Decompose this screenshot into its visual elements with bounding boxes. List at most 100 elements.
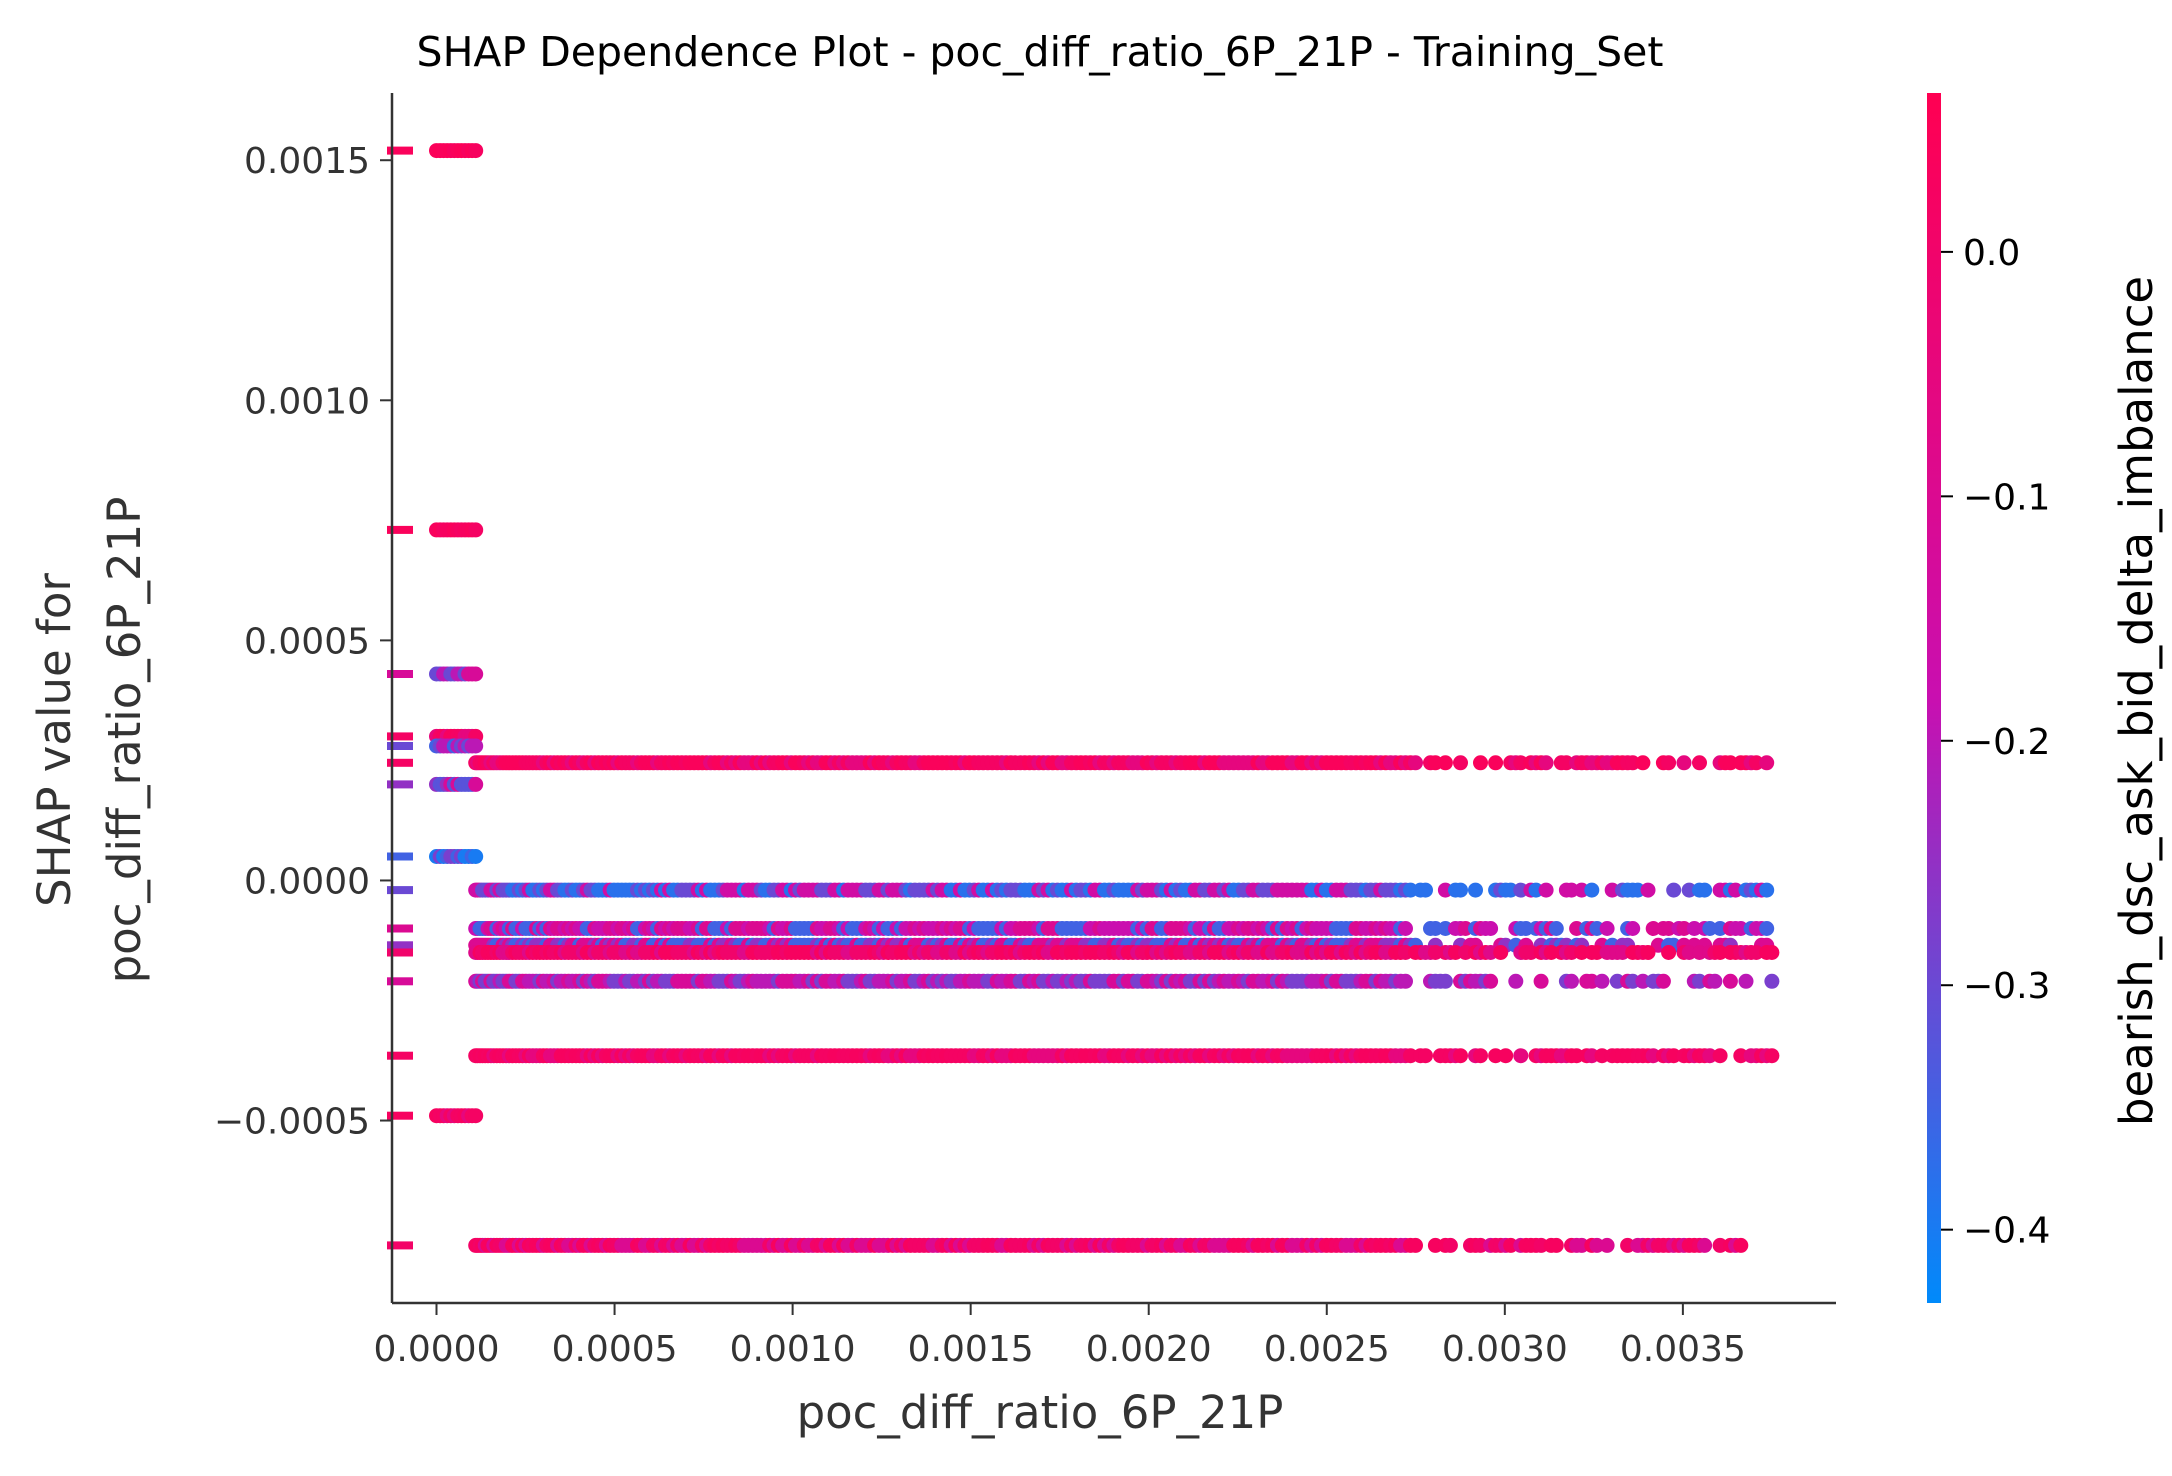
y-tick-label: −0.0005: [214, 1102, 370, 1143]
data-point: [1681, 882, 1697, 898]
x-tick-label: 0.0005: [552, 1329, 678, 1370]
rug-mark: [387, 146, 413, 155]
data-point: [1437, 973, 1453, 989]
y-axis-label-line-1: SHAP value for: [28, 573, 81, 907]
colorbar-tick-label: −0.1: [1963, 477, 2050, 518]
x-tick-label: 0.0035: [1620, 1329, 1746, 1370]
data-point: [1599, 921, 1615, 936]
rug-mark: [387, 886, 413, 895]
plot-axes: 0.0000 0.0005 0.0010 0.0015 0.0020 0.0025 0.00…: [214, 93, 1836, 1370]
data-point: [1712, 1048, 1728, 1064]
rug-mark: [387, 1111, 413, 1120]
y-tick-label: 0.0015: [244, 141, 370, 182]
data-point: [1733, 1237, 1749, 1253]
data-point: [1508, 973, 1524, 989]
data-point: [1483, 973, 1499, 989]
data-point: [1764, 945, 1780, 960]
data-point: [1681, 945, 1697, 960]
data-point: [1418, 1048, 1433, 1064]
y-tick-label: 0.0010: [244, 381, 370, 422]
data-point: [1473, 1048, 1488, 1064]
data-point: [1748, 755, 1764, 771]
data-point: [1493, 945, 1509, 960]
data-point: [1408, 1237, 1423, 1253]
data-point: [1640, 882, 1656, 898]
data-point: [1453, 755, 1468, 771]
data-point: [1738, 973, 1754, 989]
data-point: [1733, 921, 1749, 936]
data-point: [1697, 1237, 1713, 1253]
data-point: [1722, 755, 1738, 771]
data-point: [1712, 945, 1728, 960]
rug-mark: [387, 742, 413, 750]
colorbar-tick-label: −0.3: [1963, 966, 2050, 1007]
data-point: [1538, 755, 1554, 771]
data-point: [1702, 921, 1718, 936]
data-point: [1408, 755, 1423, 771]
data-point: [1707, 973, 1723, 989]
data-point: [1625, 921, 1641, 936]
data-point: [1697, 882, 1713, 898]
data-point: [1498, 1048, 1514, 1064]
data-point: [1764, 973, 1780, 989]
data-point: [1661, 945, 1677, 960]
x-tick-label: 0.0030: [1442, 1329, 1568, 1370]
data-point: [1473, 755, 1488, 771]
colorbar-tick-label: −0.2: [1963, 722, 2050, 763]
data-point: [1548, 921, 1564, 936]
rug-mark: [387, 924, 413, 933]
data-point: [1533, 973, 1549, 989]
data-point: [1468, 882, 1483, 898]
data-point: [1609, 973, 1625, 989]
data-point: [1712, 1237, 1728, 1253]
rug-mark: [387, 948, 413, 957]
data-point: [1635, 755, 1651, 771]
data-point: [1764, 1048, 1780, 1064]
data-point: [1538, 882, 1554, 898]
data-point: [468, 738, 484, 754]
data-point: [1759, 755, 1775, 771]
data-point: [468, 143, 484, 159]
data-point: [1564, 973, 1579, 989]
data-point: [1640, 945, 1656, 960]
data-point: [1661, 755, 1677, 771]
y-tick-label: 0.0005: [244, 621, 370, 662]
data-point: [1548, 1237, 1564, 1253]
data-point: [468, 776, 484, 792]
data-point: [1692, 945, 1707, 960]
chart-title: SHAP Dependence Plot - poc_diff_ratio_6P…: [417, 28, 1664, 76]
data-point: [1686, 921, 1702, 936]
colorbar-tick-label: −0.4: [1963, 1211, 2050, 1252]
scatter-points: [387, 143, 1780, 1253]
data-point: [1722, 973, 1738, 989]
data-point: [1666, 882, 1682, 898]
rug-mark: [387, 670, 413, 678]
data-point: [1692, 755, 1707, 771]
x-tick-label: 0.0010: [730, 1329, 856, 1370]
data-point: [1418, 882, 1433, 898]
data-point: [1513, 1048, 1529, 1064]
rug-mark: [387, 780, 413, 789]
colorbar: 0.0 −0.1 −0.2 −0.3 −0.4: [1927, 93, 2050, 1303]
colorbar-tick-label: 0.0: [1963, 233, 2020, 274]
data-point: [1655, 973, 1671, 989]
data-point: [468, 1108, 484, 1124]
rug-mark: [387, 1051, 413, 1060]
x-tick-label: 0.0000: [374, 1329, 500, 1370]
data-point: [1398, 973, 1413, 989]
data-point: [1666, 1048, 1682, 1064]
rug-mark: [387, 732, 413, 741]
data-point: [1676, 921, 1692, 936]
data-point: [1483, 921, 1499, 936]
rug-mark: [387, 977, 413, 986]
data-point: [1604, 882, 1620, 898]
data-point: [1453, 882, 1468, 898]
colorbar-gradient: [1927, 93, 1941, 1303]
rug-mark: [387, 758, 413, 767]
rug-mark: [387, 1241, 413, 1250]
data-point: [1692, 973, 1707, 989]
rug-mark: [387, 525, 413, 534]
x-tick-label: 0.0015: [908, 1329, 1034, 1370]
data-point: [1584, 882, 1600, 898]
